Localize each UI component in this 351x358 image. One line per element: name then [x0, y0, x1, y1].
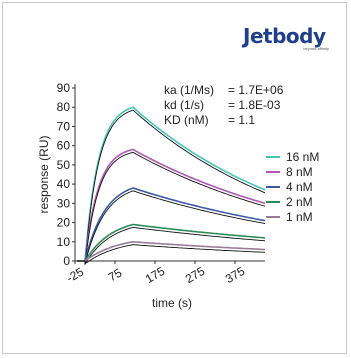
logo-wordmark: Jetbody [243, 24, 326, 48]
kinetics-label: ka (1/Ms) [164, 83, 214, 97]
x-tick-label: 375 [223, 264, 248, 286]
kinetics-value: = 1.7E+06 [228, 83, 284, 97]
x-tick-label: 175 [143, 264, 168, 286]
legend-label: 4 nM [286, 180, 313, 194]
y-tick-label: 70 [57, 119, 71, 133]
y-tick-label: 80 [57, 100, 71, 114]
jetbody-logo: Jetbody beyond affinity [243, 25, 335, 59]
series-16-nm-fit [77, 109, 266, 264]
kinetics-label: kd (1/s) [164, 98, 204, 112]
kinetics-label: KD (nM) [164, 113, 209, 127]
series-4-nm-fit [77, 190, 266, 265]
series-2-nm-data [77, 223, 266, 262]
x-tick-label: 275 [183, 264, 208, 286]
series-8-nm-data [77, 148, 266, 262]
y-tick-label: 10 [57, 235, 71, 249]
legend-label: 2 nM [286, 195, 313, 209]
legend-label: 16 nM [286, 150, 319, 164]
y-tick-label: 30 [57, 196, 71, 210]
series-4-nm-data [77, 187, 266, 262]
y-tick-label: 20 [57, 216, 71, 230]
series-8-nm-fit [77, 151, 266, 264]
series-1-nm-fit [77, 244, 266, 265]
legend-label: 8 nM [286, 165, 313, 179]
y-tick-label: 0 [63, 254, 70, 268]
kinetics-value: = 1.8E-03 [228, 98, 281, 112]
series-2-nm-fit [77, 226, 266, 266]
legend-label: 1 nM [286, 210, 313, 224]
logo-tagline: beyond affinity [303, 46, 329, 51]
y-axis-title: response (RU) [37, 135, 51, 213]
series-1-nm-data [77, 240, 266, 262]
x-tick-label: 75 [106, 265, 125, 284]
figure-card: Jetbody beyond affinity [2, 2, 347, 354]
kinetics-value: = 1.1 [228, 113, 255, 127]
y-tick-label: 50 [57, 158, 71, 172]
y-tick-label: 60 [57, 139, 71, 153]
x-axis-title: time (s) [152, 296, 192, 310]
series-16-nm-data [77, 106, 266, 262]
y-tick-label: 90 [57, 81, 71, 95]
y-tick-label: 40 [57, 177, 71, 191]
